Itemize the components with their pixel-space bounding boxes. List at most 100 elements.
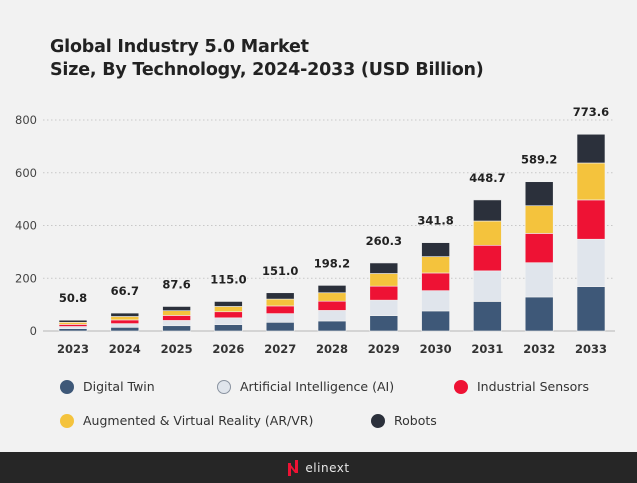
bar-segment-digital-twin: [58, 328, 88, 332]
legend-swatch: [371, 413, 385, 428]
x-tick-label: 2028: [316, 342, 348, 356]
bar-segment-industrial-sensors: [473, 244, 502, 272]
chart-title-line-1: Global Industry 5.0 Market: [50, 37, 309, 57]
y-tick-label: 400: [15, 219, 37, 233]
total-data-label: 66.7: [111, 284, 139, 298]
bar-segment-industrial-sensors: [576, 199, 606, 240]
bar-segment-industrial-sensors: [110, 319, 140, 324]
bar-segment-industrial-sensors: [214, 311, 243, 319]
bar-segment-artificial-intelligence-ai-: [58, 326, 88, 329]
bar-segment-artificial-intelligence-ai-: [473, 270, 502, 302]
bar-segment-digital-twin: [214, 324, 243, 332]
legend-swatch: [217, 379, 231, 394]
x-tick-label: 2023: [57, 342, 89, 356]
y-tick-label: 600: [15, 166, 37, 180]
bar-segment-industrial-sensors: [265, 305, 295, 314]
legend-item-ar-vr: Augmented & Virtual Reality (AR/VR): [60, 413, 313, 428]
bar-segment-augmented-virtual-reality-ar-vr-: [110, 316, 140, 321]
bar-segment-augmented-virtual-reality-ar-vr-: [473, 220, 502, 246]
chart-title: Global Industry 5.0 Market Size, By Tech…: [50, 36, 484, 82]
bar-segment-robots: [524, 181, 554, 207]
total-data-label: 50.8: [59, 291, 87, 305]
bar-segment-robots: [110, 312, 140, 317]
total-data-label: 773.6: [573, 105, 609, 119]
x-tick-label: 2024: [109, 342, 141, 356]
bar-segment-artificial-intelligence-ai-: [214, 317, 243, 325]
bar-segment-robots: [162, 306, 191, 311]
bar-segment-robots: [214, 301, 243, 307]
bar-segment-robots: [265, 292, 295, 300]
x-tick-label: 2029: [368, 342, 400, 356]
bar-segment-digital-twin: [576, 286, 606, 332]
legend-swatch: [60, 379, 74, 394]
bar-segment-artificial-intelligence-ai-: [265, 313, 295, 323]
x-tick-label: 2033: [575, 342, 607, 356]
total-data-label: 341.8: [417, 214, 453, 228]
total-data-label: 151.0: [262, 264, 298, 278]
y-tick-label: 800: [15, 113, 37, 127]
bar-segment-augmented-virtual-reality-ar-vr-: [576, 162, 606, 201]
bar-segment-augmented-virtual-reality-ar-vr-: [58, 321, 88, 325]
y-tick-label: 200: [15, 271, 37, 285]
bar-segment-digital-twin: [473, 301, 502, 332]
bar-segment-augmented-virtual-reality-ar-vr-: [369, 273, 399, 287]
legend-label: Augmented & Virtual Reality (AR/VR): [83, 413, 314, 428]
legend-label: Digital Twin: [83, 379, 155, 394]
bar-segment-industrial-sensors: [524, 233, 554, 263]
elinext-logo-icon: [288, 459, 299, 476]
bar-segment-digital-twin: [162, 325, 191, 332]
bar-segment-digital-twin: [110, 327, 140, 332]
footer: elinext: [0, 452, 637, 483]
bar-segment-robots: [421, 242, 450, 257]
bar-segment-artificial-intelligence-ai-: [317, 310, 347, 322]
bar-segment-robots: [576, 133, 606, 164]
x-tick-label: 2027: [264, 342, 296, 356]
bar-segment-robots: [58, 319, 88, 323]
bar-segment-artificial-intelligence-ai-: [110, 323, 140, 328]
bar-segment-industrial-sensors: [58, 324, 88, 327]
bar-segment-augmented-virtual-reality-ar-vr-: [162, 310, 191, 316]
total-data-label: 198.2: [314, 256, 350, 270]
legend-item-robots: Robots: [371, 413, 437, 428]
legend-label: Artificial Intelligence (AI): [240, 379, 395, 394]
chart-title-line-2: Size, By Technology, 2024-2033 (USD Bill…: [50, 60, 484, 80]
bar-segment-digital-twin: [265, 321, 295, 332]
legend-item-ai: Artificial Intelligence (AI): [217, 379, 394, 394]
bar-segment-augmented-virtual-reality-ar-vr-: [317, 292, 347, 302]
bar-segment-industrial-sensors: [317, 300, 347, 311]
bar-segment-artificial-intelligence-ai-: [576, 238, 606, 287]
bar-segment-digital-twin: [317, 320, 347, 332]
bar-segment-robots: [473, 199, 502, 222]
brand-logo-text: elinext: [305, 460, 350, 475]
bar-segment-robots: [369, 262, 399, 274]
bar-segment-industrial-sensors: [369, 285, 399, 301]
total-data-label: 87.6: [162, 277, 190, 291]
total-data-label: 448.7: [469, 171, 505, 185]
bar-segment-augmented-virtual-reality-ar-vr-: [421, 256, 450, 274]
total-data-label: 260.3: [366, 234, 402, 248]
bar-segment-industrial-sensors: [162, 315, 191, 321]
bar-segment-industrial-sensors: [421, 272, 450, 291]
total-data-label: 115.0: [210, 272, 246, 286]
x-tick-label: 2026: [212, 342, 244, 356]
legend-label: Robots: [394, 413, 437, 428]
bar-segment-digital-twin: [369, 315, 399, 332]
stacked-bar-chart: 0 200 400 600 800 50.8 2023 66.7 2024 87.6 2025 115…: [15, 105, 615, 356]
y-tick-label: 0: [30, 324, 37, 338]
x-tick-label: 2025: [161, 342, 193, 356]
x-tick-label: 2030: [420, 342, 452, 356]
bar-segment-digital-twin: [524, 296, 554, 332]
bar-segment-digital-twin: [421, 310, 450, 332]
bar-segment-augmented-virtual-reality-ar-vr-: [265, 298, 295, 307]
bar-segment-augmented-virtual-reality-ar-vr-: [214, 306, 243, 313]
legend-label: Industrial Sensors: [477, 379, 589, 394]
x-tick-label: 2031: [471, 342, 503, 356]
legend-item-industrial-sensors: Industrial Sensors: [454, 379, 589, 394]
legend-item-digital-twin: Digital Twin: [60, 379, 155, 394]
bar-segment-artificial-intelligence-ai-: [162, 320, 191, 327]
bar-segment-robots: [317, 285, 347, 294]
total-data-label: 589.2: [521, 153, 557, 167]
bar-segment-artificial-intelligence-ai-: [421, 290, 450, 312]
bar-segment-artificial-intelligence-ai-: [524, 262, 554, 298]
bar-segment-artificial-intelligence-ai-: [369, 299, 399, 317]
